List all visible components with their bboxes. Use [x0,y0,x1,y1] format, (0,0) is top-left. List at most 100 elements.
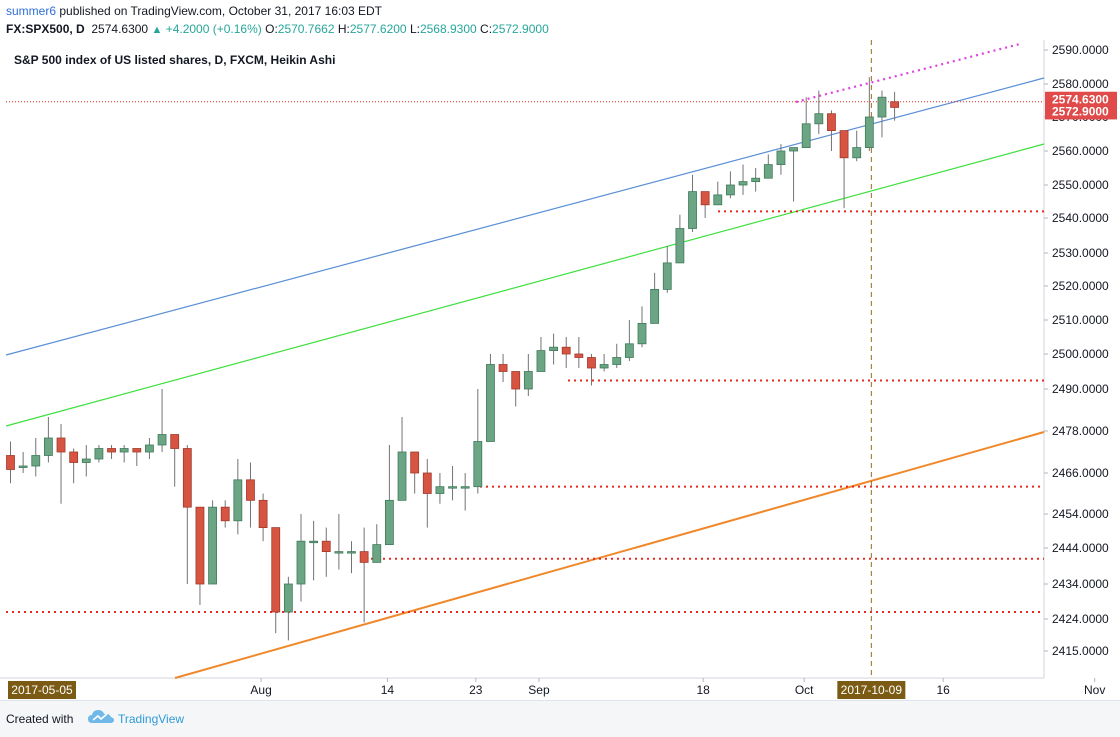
candle-body[interactable] [182,448,192,508]
candle-body[interactable] [460,486,470,489]
candle-body[interactable] [6,455,15,470]
left-date-tag: 2017-05-05 [11,683,73,697]
tradingview-cloud-icon[interactable] [88,709,114,725]
candle-body[interactable] [738,181,748,186]
candle-body[interactable] [890,101,899,108]
candle-body[interactable] [170,434,180,449]
trendline-blue-channel-top[interactable] [5,77,1045,356]
candle-body[interactable] [776,150,786,165]
y-tick-label: 2510.0000 [1052,313,1109,327]
last-price: 2574.6300 [91,22,149,36]
candle-body[interactable] [119,448,129,453]
candle-body[interactable] [56,437,66,453]
candle-body[interactable] [473,441,483,488]
candle-body[interactable] [675,228,685,264]
candle-body[interactable] [43,437,53,456]
candle-body[interactable] [246,479,255,501]
x-tick-label: 16 [936,683,950,697]
candle-body[interactable] [410,451,420,474]
candle-body[interactable] [347,551,356,554]
candle-body[interactable] [688,191,697,229]
trendline-magenta-resistance[interactable] [795,42,1021,104]
candle-body[interactable] [220,506,230,522]
candle-body[interactable] [195,506,205,585]
candle-body[interactable] [852,147,862,159]
y-tick-label: 2500.0000 [1052,347,1109,361]
candle-body[interactable] [713,194,723,206]
candle-body[interactable] [208,506,217,585]
candle-body[interactable] [877,96,887,118]
up-arrow-icon: ▲ [151,24,163,36]
candle-body[interactable] [157,434,167,446]
candle-body[interactable] [864,116,874,149]
candle-body[interactable] [839,130,849,159]
x-tick-label: Aug [250,683,271,697]
candle-body[interactable] [233,479,243,522]
candle-body[interactable] [511,371,521,390]
candle-body[interactable] [107,448,116,453]
candle-body[interactable] [448,486,457,489]
candle-body[interactable] [321,540,331,553]
price-chart[interactable]: S&P 500 index of US listed shares, D, FX… [0,40,1120,700]
candle-body[interactable] [372,544,382,563]
candle-body[interactable] [650,288,660,324]
candle-body[interactable] [637,322,647,345]
candle-body[interactable] [536,350,546,372]
candle-body[interactable] [827,113,836,131]
candle-body[interactable] [814,113,824,125]
tradingview-brand[interactable]: TradingView [118,712,185,726]
candle-body[interactable] [435,486,445,494]
publish-info: summer6 published on TradingView.com, Oc… [6,4,382,18]
candle-body[interactable] [801,123,811,149]
candle-body[interactable] [599,364,609,369]
candle-body[interactable] [145,444,154,453]
candle-body[interactable] [94,448,104,460]
y-tick-label: 2434.0000 [1052,577,1109,591]
candle-body[interactable] [498,364,508,372]
high-value: 2577.6200 [349,22,407,36]
y-tick-label: 2550.0000 [1052,178,1109,192]
chart-title: S&P 500 index of US listed shares, D, FX… [14,53,335,67]
x-tick-label: Oct [795,683,814,697]
candle-body[interactable] [763,164,773,179]
candle-body[interactable] [422,472,432,494]
candle-body[interactable] [81,458,91,463]
candle-body[interactable] [69,451,79,463]
candle-body[interactable] [549,346,558,352]
trendline-green-channel[interactable] [5,143,1045,427]
candle-body[interactable] [612,357,622,365]
y-tick-label: 2590.0000 [1052,43,1109,57]
candle-body[interactable] [587,357,596,369]
candle-body[interactable] [700,191,710,206]
candle-body[interactable] [574,353,584,358]
candle-body[interactable] [397,451,407,501]
candle-body[interactable] [384,499,394,546]
candle-body[interactable] [789,147,798,152]
candle-body[interactable] [561,346,571,355]
x-tick-label: 18 [696,683,710,697]
candle-body[interactable] [258,499,268,529]
publish-text: published on TradingView.com, October 31… [59,4,383,18]
candle-body[interactable] [334,551,344,554]
candle-body[interactable] [132,448,142,453]
candle-body[interactable] [624,343,634,358]
candle-body[interactable] [18,465,28,468]
candle-body[interactable] [751,177,761,182]
candle-body[interactable] [523,371,533,390]
y-tick-label: 2580.0000 [1052,77,1109,91]
open-value: 2570.7662 [277,22,335,36]
candle-body[interactable] [662,262,672,290]
high-label: H: [337,22,350,36]
candle-body[interactable] [31,455,41,467]
author-name[interactable]: summer6 [6,4,57,18]
candle-body[interactable] [726,184,735,196]
candle-body[interactable] [486,364,495,442]
candle-body[interactable] [283,583,293,613]
candle-body[interactable] [271,527,281,613]
y-tick-label: 2530.0000 [1052,246,1109,260]
trendline-orange-support[interactable] [174,431,1045,679]
candle-body[interactable] [309,540,319,544]
candle-body[interactable] [359,551,369,563]
ohlc-legend: FX:SPX500, D 2574.6300 ▲ +4.2000 (+0.16%… [6,22,549,36]
candle-body[interactable] [296,540,306,585]
